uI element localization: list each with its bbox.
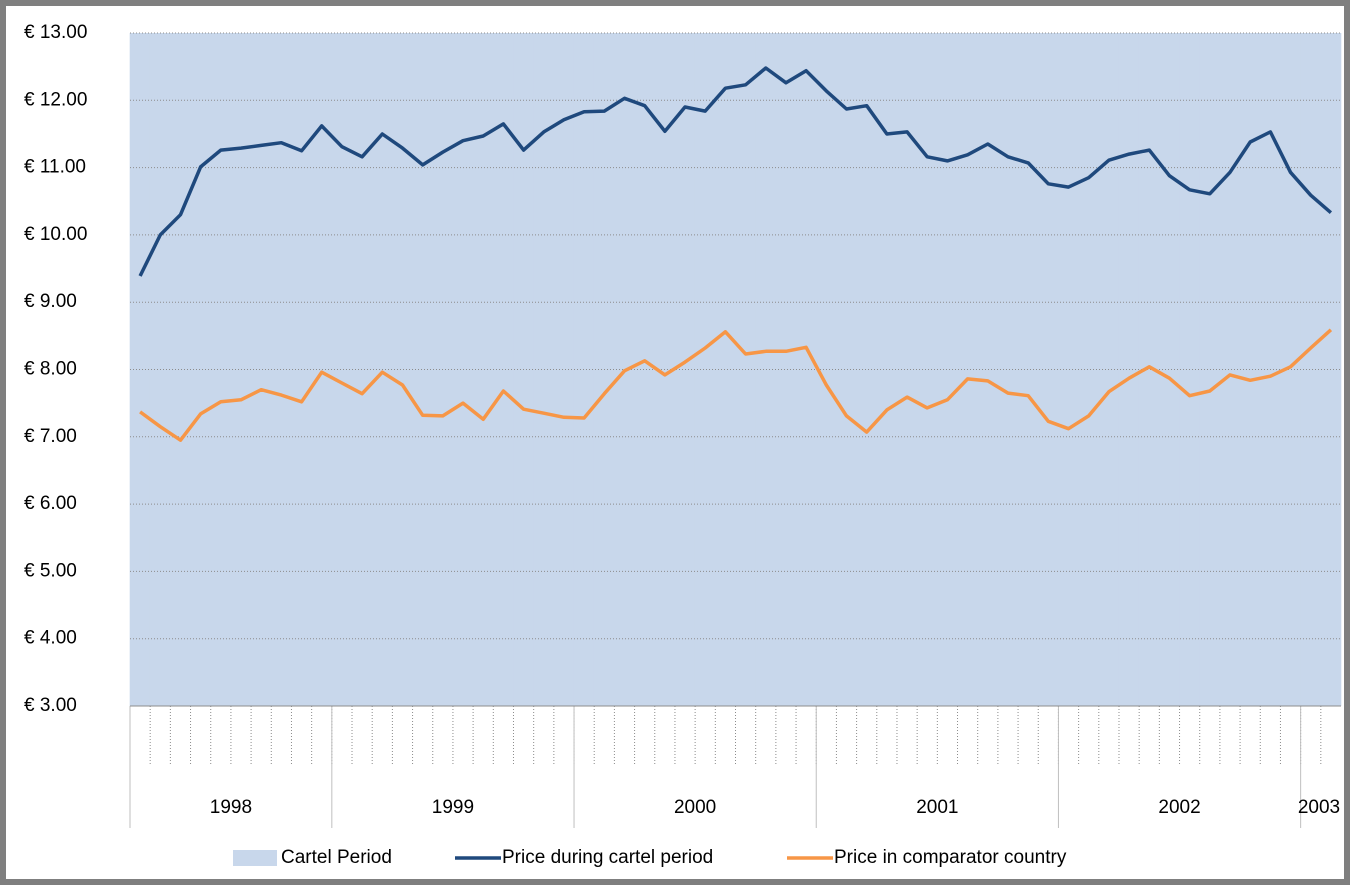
cartel-bar xyxy=(997,33,1019,706)
cartel-bar xyxy=(190,33,212,706)
y-tick-label: € 13.00 xyxy=(24,22,87,43)
cartel-bar xyxy=(1159,33,1180,706)
y-tick-label: € 8.00 xyxy=(24,359,77,380)
y-tick-label: € 4.00 xyxy=(24,628,77,649)
cartel-bar xyxy=(694,33,716,706)
legend-swatch xyxy=(233,850,277,866)
cartel-bar xyxy=(392,33,413,706)
cartel-bar xyxy=(412,33,434,706)
cartel-bar xyxy=(573,33,595,706)
x-group-label: 2003 xyxy=(1298,797,1340,818)
y-tick-label: € 9.00 xyxy=(24,291,77,312)
cartel-bar xyxy=(1058,33,1079,706)
cartel-bar xyxy=(1017,33,1039,706)
y-tick-label: € 7.00 xyxy=(24,426,77,447)
x-group-label: 2001 xyxy=(916,797,958,818)
cartel-bar xyxy=(1078,33,1100,706)
y-tick-label: € 12.00 xyxy=(24,89,87,110)
cartel-bar xyxy=(916,33,938,706)
cartel-bar xyxy=(331,33,353,706)
x-group-label: 1998 xyxy=(210,797,252,818)
price-line xyxy=(138,66,1333,277)
cartel-bar xyxy=(311,33,333,706)
y-tick-label: € 6.00 xyxy=(24,493,77,514)
cartel-bar xyxy=(553,33,575,706)
cartel-bar xyxy=(715,33,736,706)
y-tick-label: € 11.00 xyxy=(24,157,86,178)
cartel-bar xyxy=(977,33,999,706)
cartel-bar xyxy=(1239,33,1261,706)
cartel-bar xyxy=(1280,33,1301,706)
cartel-bar xyxy=(129,33,151,706)
legend-label: Price in comparator country xyxy=(834,847,1067,868)
cartel-bar xyxy=(472,33,494,706)
y-tick-label: € 5.00 xyxy=(24,560,77,581)
legend-label: Price during cartel period xyxy=(502,847,713,868)
x-group-label: 1999 xyxy=(432,797,474,818)
cartel-bar xyxy=(836,33,857,706)
cartel-bar xyxy=(1219,33,1241,706)
x-group-label: 2000 xyxy=(674,797,716,818)
cartel-bar xyxy=(351,33,373,706)
price-line xyxy=(139,328,1333,442)
cartel-bar xyxy=(533,33,555,706)
legend-label: Cartel Period xyxy=(281,847,392,868)
cartel-bar xyxy=(634,33,656,706)
cartel-bar xyxy=(856,33,878,706)
cartel-bar xyxy=(493,33,514,706)
cartel-bar xyxy=(795,33,817,706)
cartel-bar xyxy=(270,33,292,706)
y-tick-label: € 10.00 xyxy=(24,224,87,245)
cartel-bar xyxy=(775,33,797,706)
y-tick-label: € 3.00 xyxy=(24,695,77,716)
cartel-bar xyxy=(250,33,272,706)
x-group-label: 2002 xyxy=(1158,797,1200,818)
cartel-bar xyxy=(1138,33,1160,706)
cartel-bar xyxy=(755,33,777,706)
cartel-bar xyxy=(937,33,958,706)
cartel-bar xyxy=(1199,33,1221,706)
